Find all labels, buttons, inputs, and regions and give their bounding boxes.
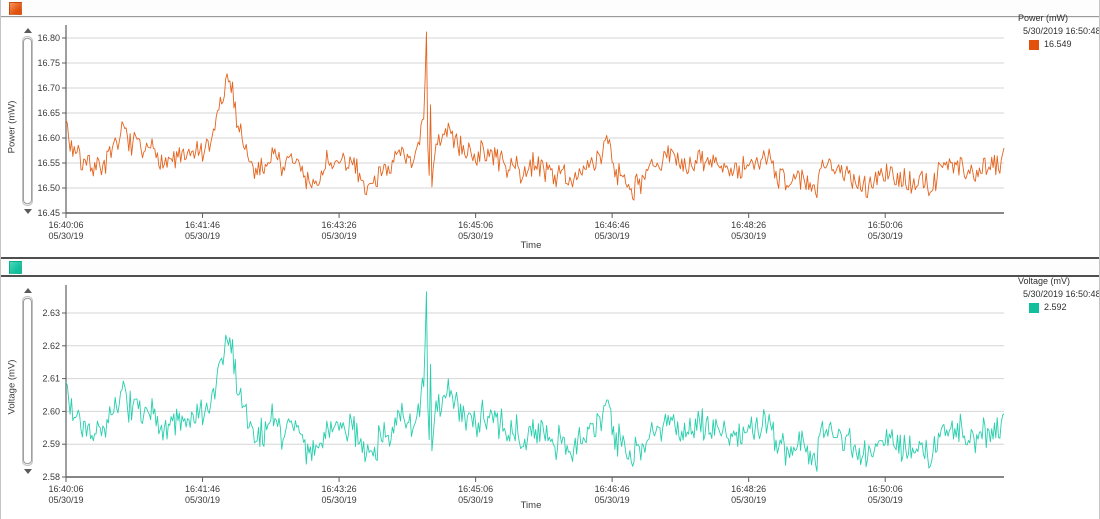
svg-text:16:50:06: 16:50:06 xyxy=(868,220,903,230)
power-series-swatch xyxy=(1029,39,1039,50)
svg-text:16:45:06: 16:45:06 xyxy=(458,484,493,494)
svg-text:05/30/19: 05/30/19 xyxy=(595,231,630,241)
svg-text:16:43:26: 16:43:26 xyxy=(322,220,357,230)
power-chart-canvas: 16.45 16.50 16.55 16.60 16.65 16.70 16.75 16.80… xyxy=(37,25,1005,241)
voltage-legend-timestamp: 5/30/2019 16:50:48 xyxy=(1023,289,1100,299)
svg-text:16.70: 16.70 xyxy=(37,83,60,93)
svg-text:2.58: 2.58 xyxy=(42,472,60,482)
svg-text:05/30/19: 05/30/19 xyxy=(458,495,493,505)
svg-text:16:50:06: 16:50:06 xyxy=(868,484,903,494)
voltage-scrollbar-thumb[interactable] xyxy=(23,298,32,464)
voltage-scrollbar-track[interactable] xyxy=(22,296,33,466)
scroll-up-icon[interactable] xyxy=(21,27,34,35)
voltage-series-swatch xyxy=(1029,302,1039,313)
y-tick-labels: 16.45 16.50 16.55 16.60 16.65 16.70 16.75 16.80 xyxy=(37,33,60,218)
x-tick-labels: 16:40:0605/30/1916:41:4605/30/1916:43:26… xyxy=(48,484,902,505)
svg-text:05/30/19: 05/30/19 xyxy=(48,495,83,505)
panel-divider xyxy=(1,257,1099,259)
axes xyxy=(62,25,1004,218)
svg-text:05/30/19: 05/30/19 xyxy=(185,495,220,505)
voltage-panel: 2.58 2.59 2.60 2.61 2.62 2.63 16:40:06 05/30/19… xyxy=(1,257,1099,519)
svg-text:16:48:26: 16:48:26 xyxy=(731,220,766,230)
voltage-y-scrollbar[interactable] xyxy=(21,287,34,475)
power-x-axis-title: Time xyxy=(520,240,542,251)
gridlines xyxy=(66,37,1004,189)
power-series-line xyxy=(65,31,1005,201)
power-y-scrollbar[interactable] xyxy=(21,27,34,215)
svg-text:05/30/19: 05/30/19 xyxy=(458,231,493,241)
svg-text:2.60: 2.60 xyxy=(42,406,60,416)
power-legend-timestamp: 5/30/2019 16:50:48 xyxy=(1023,26,1100,36)
svg-text:16.75: 16.75 xyxy=(37,58,60,68)
scroll-down-icon[interactable] xyxy=(21,467,34,475)
svg-text:05/30/19: 05/30/19 xyxy=(322,231,357,241)
power-legend-value: 16.549 xyxy=(1044,39,1072,49)
axes xyxy=(62,285,1004,482)
scroll-down-icon[interactable] xyxy=(21,207,34,215)
svg-text:16:46:46: 16:46:46 xyxy=(595,484,630,494)
y-tick-labels: 2.58 2.59 2.60 2.61 2.62 2.63 xyxy=(42,308,60,482)
svg-text:16.80: 16.80 xyxy=(37,33,60,43)
power-legend-title: Power (mW) xyxy=(1018,13,1068,23)
voltage-x-axis-title: Time xyxy=(520,500,542,511)
svg-text:2.59: 2.59 xyxy=(42,439,60,449)
svg-text:16:43:26: 16:43:26 xyxy=(322,484,357,494)
scroll-up-icon[interactable] xyxy=(21,287,34,295)
svg-text:05/30/19: 05/30/19 xyxy=(185,231,220,241)
gridlines xyxy=(66,312,1004,445)
svg-text:2.62: 2.62 xyxy=(42,341,60,351)
voltage-legend: Voltage (mV) 5/30/2019 16:50:48 2.592 xyxy=(1015,275,1099,314)
svg-text:2.61: 2.61 xyxy=(42,374,60,384)
svg-text:16:46:46: 16:46:46 xyxy=(595,220,630,230)
power-legend: Power (mW) 5/30/2019 16:50:48 16.549 xyxy=(1015,12,1099,51)
voltage-legend-value-row: 2.592 xyxy=(1015,301,1099,314)
voltage-chart-canvas: 2.582.592.602.612.622.6316:40:0605/30/19… xyxy=(42,285,1005,505)
power-legend-value-row: 16.549 xyxy=(1015,38,1099,51)
svg-text:05/30/19: 05/30/19 xyxy=(868,231,903,241)
x-tick-labels: 16:40:0605/30/1916:41:4605/30/1916:43:26… xyxy=(48,220,902,241)
svg-text:05/30/19: 05/30/19 xyxy=(48,231,83,241)
voltage-panel-header[interactable] xyxy=(1,259,1099,277)
svg-text:05/30/19: 05/30/19 xyxy=(322,495,357,505)
power-scrollbar-thumb[interactable] xyxy=(23,38,32,204)
power-scrollbar-track[interactable] xyxy=(22,36,33,206)
svg-text:16:48:26: 16:48:26 xyxy=(731,484,766,494)
power-panel-header[interactable] xyxy=(1,0,1099,17)
svg-text:16:41:46: 16:41:46 xyxy=(185,220,220,230)
power-series-icon xyxy=(9,2,22,15)
svg-text:16:40:06: 16:40:06 xyxy=(48,220,83,230)
svg-text:05/30/19: 05/30/19 xyxy=(595,495,630,505)
voltage-legend-value: 2.592 xyxy=(1044,302,1067,312)
svg-text:05/30/19: 05/30/19 xyxy=(731,495,766,505)
svg-text:16.45: 16.45 xyxy=(37,208,60,218)
power-panel: 16.45 16.50 16.55 16.60 16.65 16.70 16.75 16.80… xyxy=(1,0,1099,257)
svg-text:16.50: 16.50 xyxy=(37,183,60,193)
voltage-series-icon xyxy=(9,261,22,274)
voltage-legend-title: Voltage (mV) xyxy=(1018,276,1071,286)
voltage-series-line xyxy=(65,291,1005,472)
svg-text:05/30/19: 05/30/19 xyxy=(868,495,903,505)
svg-text:16:40:06: 16:40:06 xyxy=(48,484,83,494)
svg-text:16.55: 16.55 xyxy=(37,158,60,168)
svg-text:2.63: 2.63 xyxy=(42,308,60,318)
svg-text:16.60: 16.60 xyxy=(37,133,60,143)
svg-text:05/30/19: 05/30/19 xyxy=(731,231,766,241)
svg-text:16:41:46: 16:41:46 xyxy=(185,484,220,494)
svg-text:16:45:06: 16:45:06 xyxy=(458,220,493,230)
svg-text:16.65: 16.65 xyxy=(37,108,60,118)
